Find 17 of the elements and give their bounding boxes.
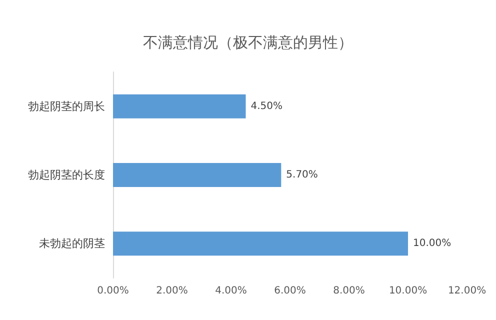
x-tick-label: 12.00% xyxy=(448,286,486,296)
x-tick-label: 4.00% xyxy=(215,286,247,296)
bar xyxy=(113,232,408,256)
y-tick-label: 未勃起的阴茎 xyxy=(39,237,105,250)
x-tick-label: 10.00% xyxy=(388,286,428,296)
y-tick-label: 勃起阴茎的周长 xyxy=(28,100,105,113)
x-tick-label: 2.00% xyxy=(156,286,188,296)
chart-title: 不满意情况（极不满意的男性） xyxy=(143,34,353,52)
x-tick-label: 6.00% xyxy=(274,286,306,296)
bar xyxy=(113,163,282,187)
data-label: 10.00% xyxy=(413,238,452,250)
data-label: 5.70% xyxy=(286,170,318,180)
bar xyxy=(113,94,246,118)
data-label: 4.50% xyxy=(250,100,283,112)
x-tick-label: 0.00% xyxy=(97,286,129,296)
y-tick-label: 勃起阴茎的长度 xyxy=(28,168,105,182)
x-tick-label: 8.00% xyxy=(333,286,365,296)
